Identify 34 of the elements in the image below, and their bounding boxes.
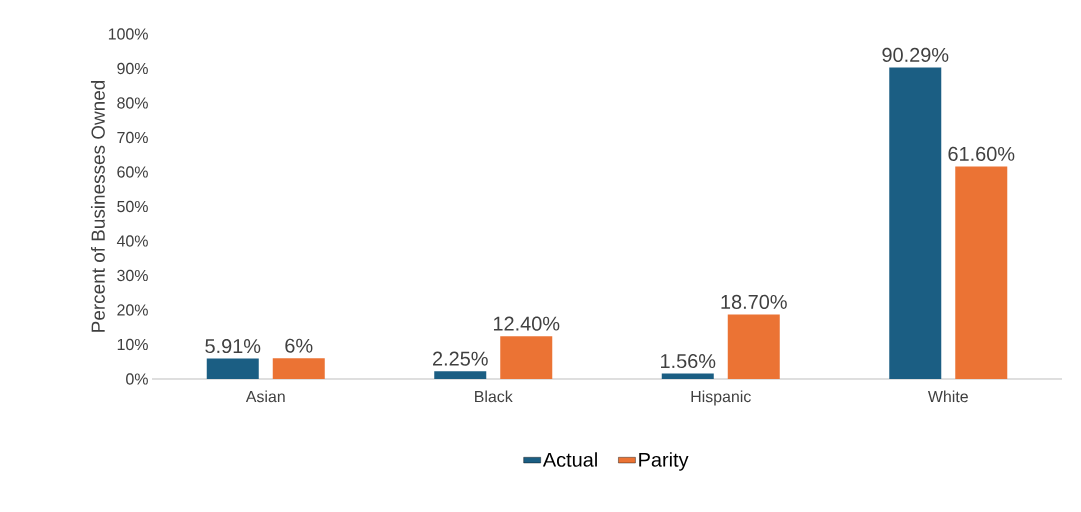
data-label: 2.25% [433, 351, 488, 366]
y-axis-title: Percent of Businesses Owned [90, 80, 105, 332]
y-tick-label: 30% [117, 269, 148, 282]
legend-label: Parity [639, 452, 689, 471]
data-label: 61.60% [948, 146, 1015, 161]
y-tick-label: 70% [117, 131, 148, 144]
bar [272, 358, 325, 379]
bar [206, 358, 259, 379]
bar [434, 371, 487, 379]
data-label: 18.70% [721, 294, 787, 309]
y-tick-label: 80% [117, 97, 148, 109]
y-tick-label: 50% [117, 200, 148, 213]
legend-label: Actual [542, 452, 597, 467]
y-tick-label: 10% [117, 338, 148, 351]
bar [955, 166, 1008, 379]
y-tick-label: 60% [117, 166, 148, 178]
x-tick-label: Asian [245, 390, 285, 403]
data-label: 5.91% [205, 338, 261, 354]
data-label: 12.40% [493, 316, 560, 331]
bar [661, 373, 714, 379]
bar [889, 67, 942, 379]
y-tick-label: 100% [108, 28, 148, 40]
data-label: 1.56% [661, 354, 716, 369]
bar [500, 336, 553, 379]
y-tick-label: 90% [117, 62, 148, 75]
data-label: 90.29% [882, 47, 949, 62]
x-tick-label: White [927, 390, 968, 403]
x-tick-label: Black [475, 390, 513, 403]
x-tick-label: Hispanic [691, 390, 751, 406]
data-label: 6% [285, 338, 313, 353]
y-tick-label: 20% [117, 304, 148, 316]
y-tick-label: 40% [116, 235, 148, 247]
bar [727, 314, 780, 379]
y-tick-label: 0% [126, 373, 148, 385]
